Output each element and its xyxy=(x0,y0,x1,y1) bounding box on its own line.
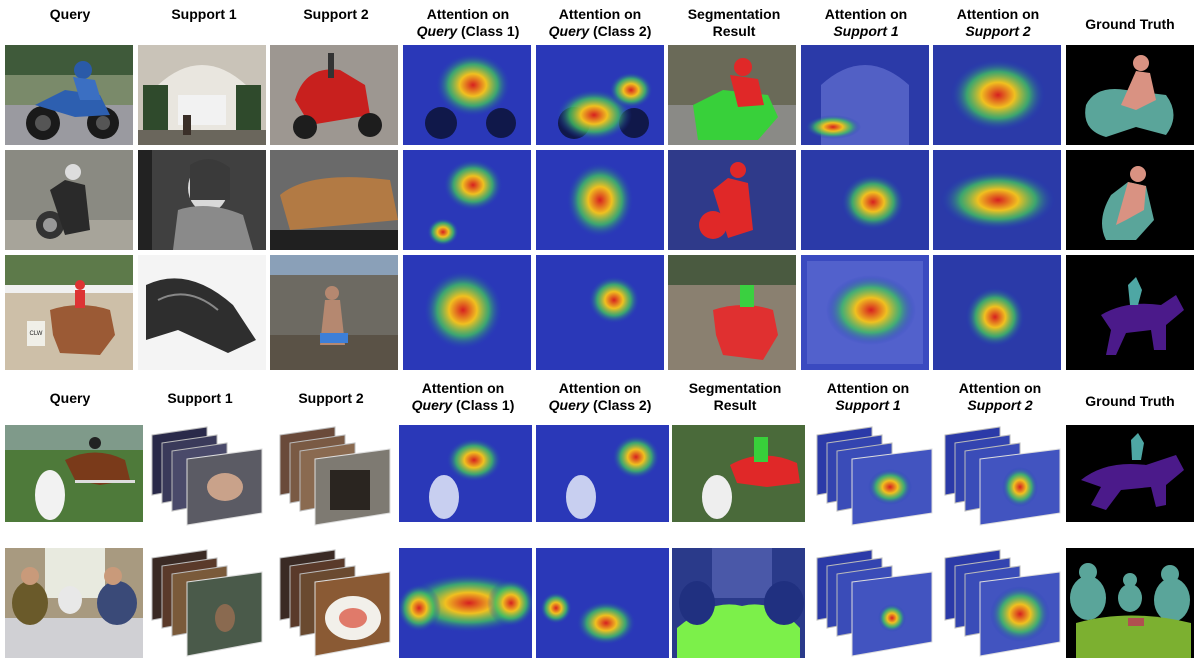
header-attention-support-1-bottom: Attention on Support 1 xyxy=(826,380,910,413)
header-ground-truth-bottom: Ground Truth xyxy=(1085,393,1175,409)
row5-support2-stack xyxy=(275,548,395,660)
header-attention-query-class1-bottom: Attention on Query (Class 1) xyxy=(411,380,515,413)
row4-support1-stack xyxy=(147,425,267,530)
row1-attention-query-class2 xyxy=(536,45,664,145)
row1-attention-query-class1 xyxy=(403,45,531,145)
row3-attention-query-class1 xyxy=(403,255,531,370)
header-attention-query-class2-bottom: Attention on Query (Class 2) xyxy=(548,380,652,413)
row1-ground-truth xyxy=(1066,45,1194,145)
row3-attention-query-class2 xyxy=(536,255,664,370)
row4-query-image xyxy=(5,425,143,522)
header-support-2-bottom: Support 2 xyxy=(298,390,364,406)
row4-attention-query-class2 xyxy=(536,425,669,522)
row3-support2-image xyxy=(270,255,398,370)
header-attention-query-class2: Attention on Query (Class 2) xyxy=(548,6,652,39)
row3-ground-truth xyxy=(1066,255,1194,370)
row2-support2-image xyxy=(270,150,398,250)
row4-segmentation-result xyxy=(672,425,805,522)
row2-attention-query-class1 xyxy=(403,150,531,250)
row1-support2-image xyxy=(270,45,398,145)
row4-attention-query-class1 xyxy=(399,425,532,522)
row1-attention-support1 xyxy=(801,45,929,145)
row2-ground-truth xyxy=(1066,150,1194,250)
header-support-1-bottom: Support 1 xyxy=(167,390,233,406)
row3-attention-support2 xyxy=(933,255,1061,370)
row1-support1-image xyxy=(138,45,266,145)
header-attention-query-class1: Attention on Query (Class 1) xyxy=(416,6,520,39)
row2-attention-support1 xyxy=(801,150,929,250)
row3-segmentation-result xyxy=(668,255,796,370)
header-attention-support-2: Attention on Support 2 xyxy=(956,6,1040,39)
row1-attention-support2 xyxy=(933,45,1061,145)
header-query: Query xyxy=(49,6,91,22)
row5-attention-query-class1 xyxy=(399,548,532,658)
row5-attention-support1-stack xyxy=(812,548,937,660)
svg-text:CLW: CLW xyxy=(30,331,43,337)
row5-attention-query-class2 xyxy=(536,548,669,658)
row3-support1-image xyxy=(138,255,266,370)
row2-segmentation-result xyxy=(668,150,796,250)
row5-attention-support2-stack xyxy=(940,548,1065,660)
row2-query-image xyxy=(5,150,133,250)
header-segmentation-result: Segmentation Result xyxy=(687,6,781,39)
row4-support2-stack xyxy=(275,425,395,530)
header-ground-truth: Ground Truth xyxy=(1085,16,1175,32)
row4-attention-support1-stack xyxy=(812,425,937,530)
header-query-bottom: Query xyxy=(49,390,91,406)
row2-attention-support2 xyxy=(933,150,1061,250)
header-attention-support-2-bottom: Attention on Support 2 xyxy=(958,380,1042,413)
row4-ground-truth xyxy=(1066,425,1194,522)
row1-query-image xyxy=(5,45,133,145)
row2-attention-query-class2 xyxy=(536,150,664,250)
row2-support1-image xyxy=(138,150,266,250)
row5-ground-truth xyxy=(1066,548,1194,658)
header-support-1: Support 1 xyxy=(171,6,237,22)
row5-support1-stack xyxy=(147,548,267,660)
header-support-2: Support 2 xyxy=(303,6,369,22)
row3-attention-support1 xyxy=(801,255,929,370)
row4-attention-support2-stack xyxy=(940,425,1065,530)
row5-query-image xyxy=(5,548,143,658)
row5-segmentation-result xyxy=(672,548,805,658)
header-attention-support-1: Attention on Support 1 xyxy=(824,6,908,39)
row1-segmentation-result xyxy=(668,45,796,145)
header-segmentation-result-bottom: Segmentation Result xyxy=(688,380,782,413)
row3-query-image: CLW xyxy=(5,255,133,370)
